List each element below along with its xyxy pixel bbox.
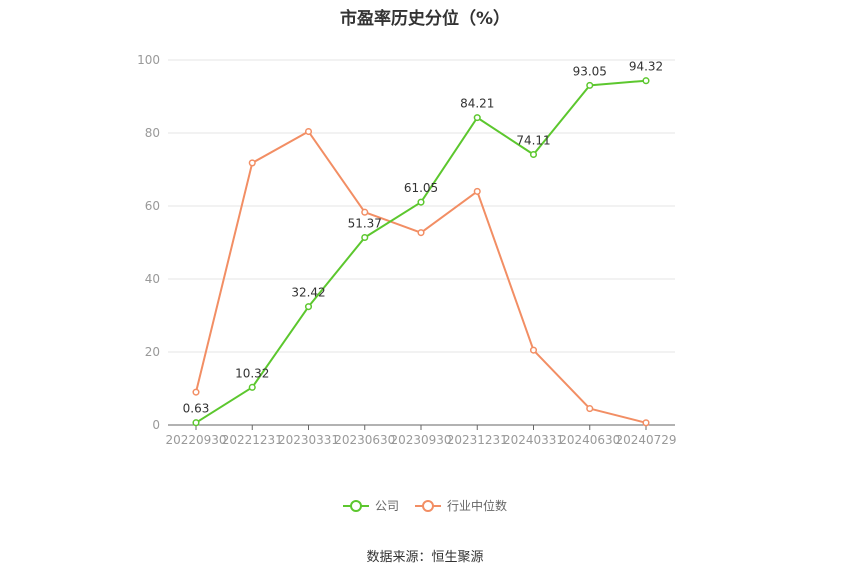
data-label-company: 74.11 [516, 133, 550, 147]
data-label-company: 32.42 [291, 286, 325, 300]
legend-item-company[interactable]: 公司 [342, 497, 399, 514]
y-tick-label: 40 [145, 272, 160, 286]
x-tick-label: 20231231 [447, 433, 508, 447]
data-label-company: 94.32 [629, 60, 663, 74]
data-point-industry [192, 388, 200, 396]
data-label-company: 0.63 [183, 402, 210, 416]
data-point-company [529, 150, 538, 159]
data-point-company [642, 77, 650, 85]
data-point-company [361, 233, 369, 242]
legend-company-label: 公司 [374, 499, 399, 513]
data-label-company: 84.21 [460, 97, 494, 111]
data-point-company [473, 114, 481, 122]
y-tick-label: 80 [145, 126, 160, 140]
data-point-industry [473, 187, 481, 195]
data-label-company: 93.05 [573, 64, 607, 78]
data-point-company [417, 198, 425, 206]
data-point-company [248, 383, 256, 391]
chart-title: 市盈率历史分位（%） [339, 9, 511, 29]
x-tick-label: 20221231 [222, 433, 283, 447]
data-point-company [192, 419, 200, 427]
x-tick-label: 20240331 [503, 433, 564, 447]
x-tick-label: 20230930 [390, 433, 451, 447]
data-point-industry [529, 346, 538, 354]
data-label-company: 61.05 [404, 181, 438, 195]
data-point-company [586, 81, 594, 89]
y-tick-label: 20 [145, 345, 160, 359]
x-tick-label: 20220930 [165, 433, 226, 447]
legend: 公司 行业中位数 [0, 497, 850, 514]
x-tick-label: 20230630 [334, 433, 395, 447]
x-tick-label: 20240630 [559, 433, 620, 447]
data-point-industry [642, 419, 650, 427]
y-tick-label: 60 [145, 199, 160, 213]
source-note: 数据来源：恒生聚源 [366, 550, 484, 565]
data-point-industry [304, 127, 313, 136]
grid-lines [168, 59, 675, 353]
series [192, 77, 650, 427]
data-point-company [304, 303, 313, 311]
y-tick-label: 100 [137, 53, 160, 67]
legend-item-industry[interactable]: 行业中位数 [415, 497, 507, 514]
legend-industry-label: 行业中位数 [447, 499, 508, 513]
x-tick-label: 20240729 [615, 433, 676, 447]
data-label-company: 51.37 [348, 216, 382, 230]
legend-industry-marker [415, 499, 441, 512]
data-point-industry [248, 159, 256, 167]
data-point-industry [586, 405, 594, 413]
y-tick-label: 0 [152, 418, 160, 432]
data-point-industry [361, 208, 369, 216]
axes: 0204060801002022093020221231202303312023… [137, 53, 676, 447]
x-tick-label: 20230331 [278, 433, 339, 447]
legend-company-marker [342, 499, 369, 512]
data-label-company: 10.32 [235, 366, 269, 380]
data-labels: 0.63 10.32 32.42 51.37 61.05 84.21 74.11 93.05 9… [183, 60, 664, 416]
data-point-industry [417, 229, 425, 237]
